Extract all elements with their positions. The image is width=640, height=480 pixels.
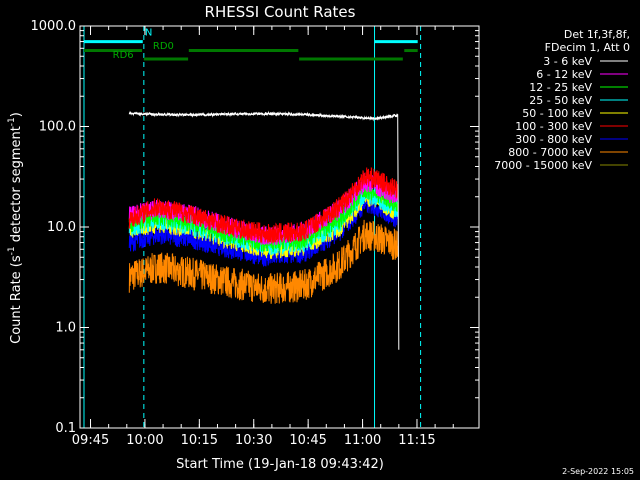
legend-label-50-100-kev: 50 - 100 keV (522, 107, 592, 120)
x-tick-label-0: 09:45 (72, 433, 109, 448)
annotation-rd6: RD6 (113, 50, 134, 61)
legend-label-12-25-kev: 12 - 25 keV (529, 81, 592, 94)
y-tick-label-1: 100.0 (39, 120, 76, 135)
x-tick-label-4: 10:45 (289, 433, 326, 448)
series-800-7000-kev (128, 219, 399, 304)
x-tick-label-5: 11:00 (344, 433, 381, 448)
legend-label-25-50-kev: 25 - 50 keV (529, 94, 592, 107)
y-tick-label-4: 0.1 (55, 421, 76, 436)
x-axis-label: Start Time (19-Jan-18 09:43:42) (176, 457, 384, 472)
y-tick-label-3: 1.0 (55, 321, 76, 336)
series-3-6-kev (128, 110, 400, 350)
legend-label-3-6-kev: 3 - 6 keV (543, 55, 592, 68)
legend-label-300-800-kev: 300 - 800 keV (515, 133, 592, 146)
chart-title: RHESSI Count Rates (205, 3, 356, 21)
annotation-n: N (145, 28, 152, 39)
y-tick-label-2: 10.0 (47, 220, 76, 235)
y-tick-label-0: 1000.0 (31, 19, 77, 34)
flag-bars (83, 40, 418, 61)
x-tick-label-3: 10:30 (235, 433, 272, 448)
footer-date: 2-Sep-2022 15:05 (562, 467, 634, 476)
annotation-rd0: RD0 (153, 41, 174, 52)
legend-header-1: Det 1f,3f,8f, (564, 28, 630, 41)
legend-label-6-12-kev: 6 - 12 keV (536, 68, 592, 81)
legend-label-800-7000-kev: 800 - 7000 keV (508, 146, 592, 159)
x-axis-ticks: 09:45 10:00 10:15 10:30 10:45 11:00 11:15 (72, 26, 454, 448)
x-tick-label-1: 10:00 (126, 433, 163, 448)
legend-label-7000-15000-kev: 7000 - 15000 keV (494, 159, 592, 172)
y-axis-ticks: 1000.0 100.0 10.0 1.0 0.1 (31, 19, 479, 436)
series-lines (128, 110, 400, 350)
legend-label-100-300-kev: 100 - 300 keV (515, 120, 592, 133)
y-axis-label: Count Rate (s-1 detector segment-1) (7, 112, 24, 344)
series-100-300-kev (128, 167, 399, 244)
legend: Det 1f,3f,8f, FDecim 1, Att 0 3 - 6 keV6… (494, 28, 630, 172)
legend-header-2: FDecim 1, Att 0 (545, 41, 630, 54)
x-tick-label-2: 10:15 (181, 433, 218, 448)
x-tick-label-6: 11:15 (398, 433, 435, 448)
